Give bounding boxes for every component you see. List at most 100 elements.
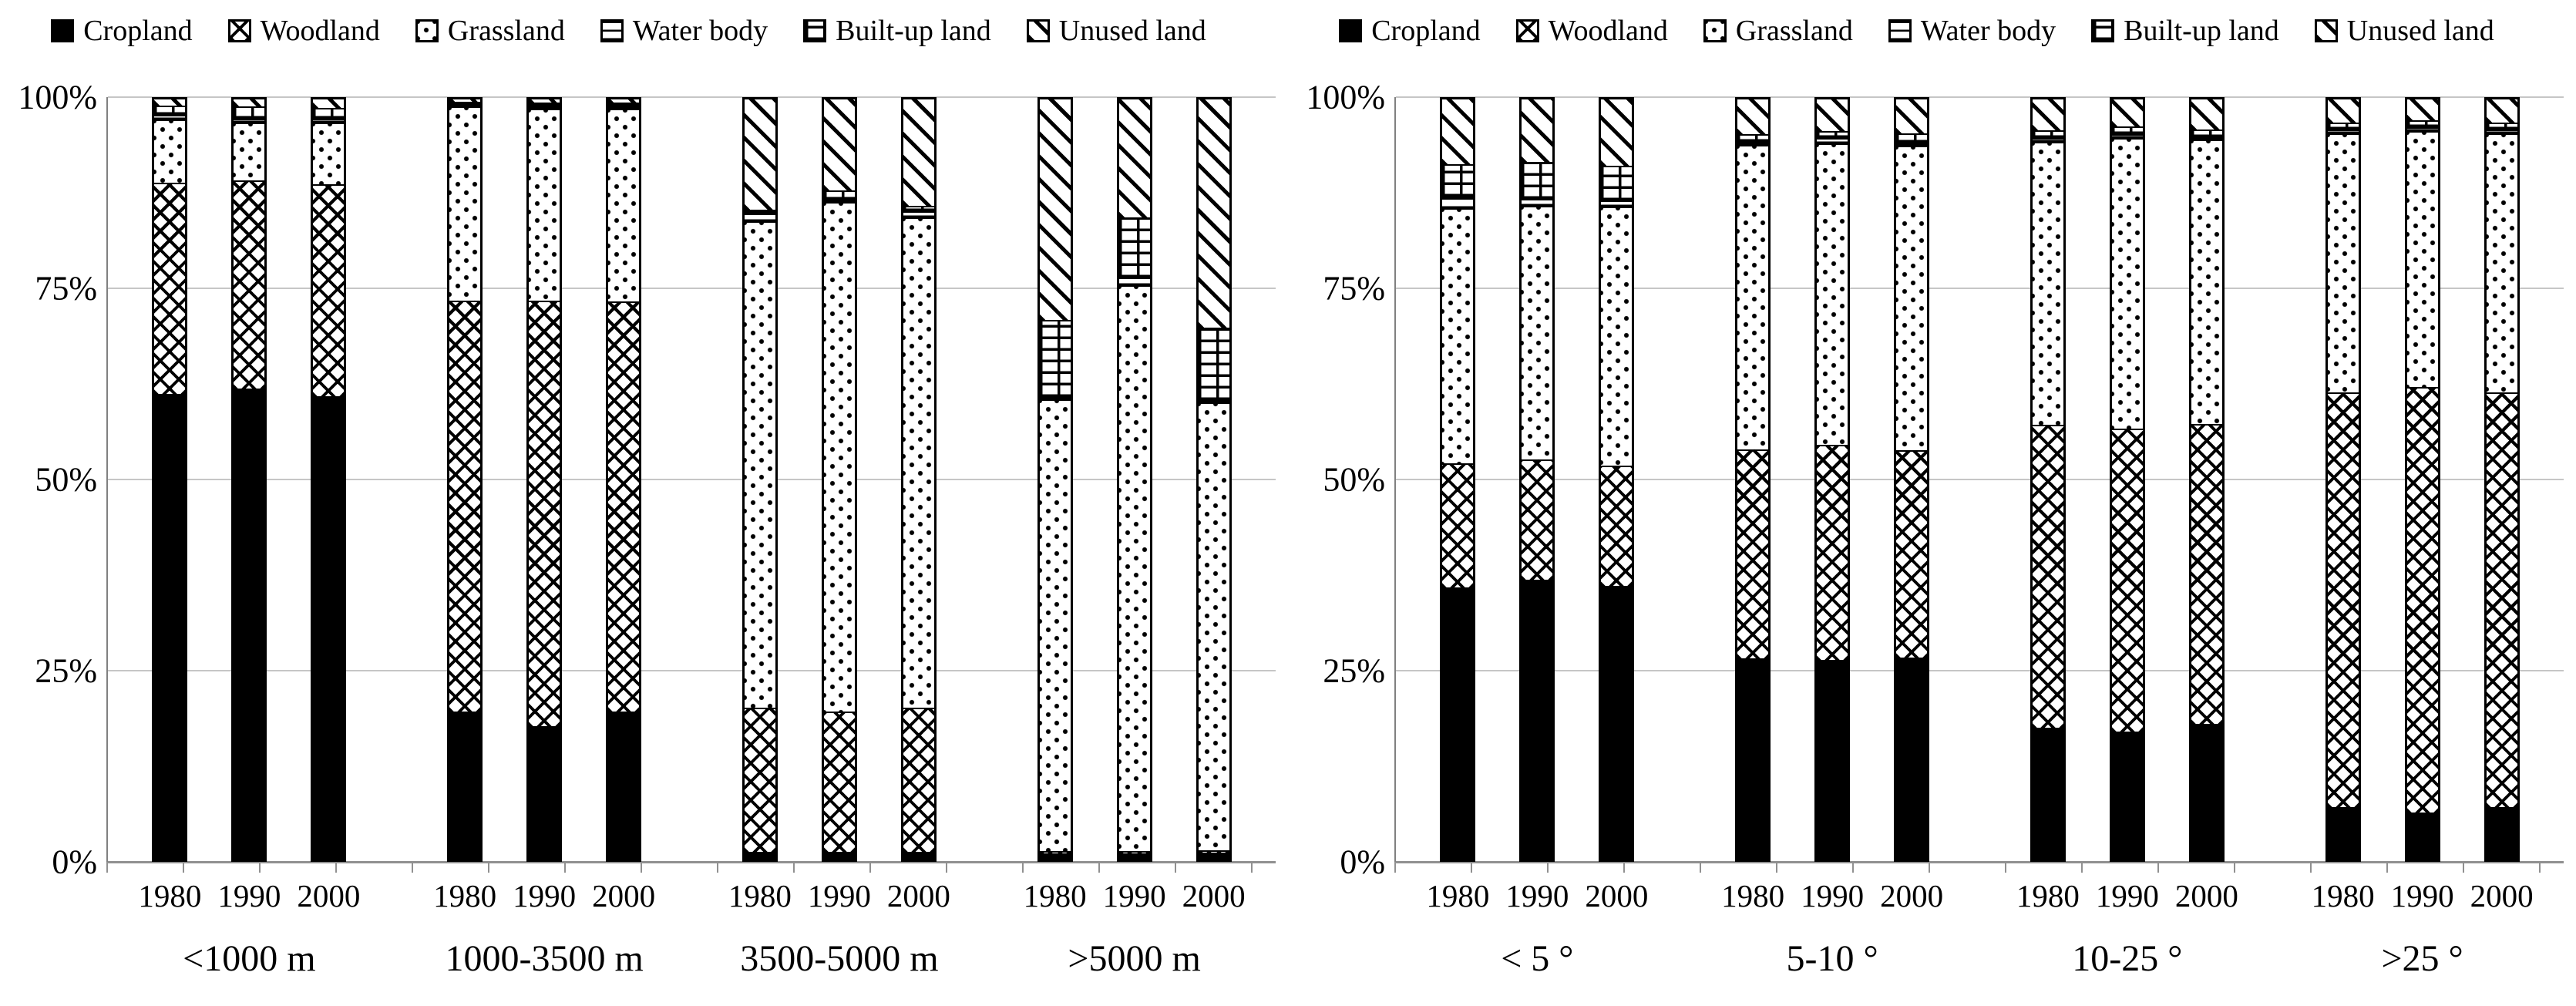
year-label: 1990 [513,878,577,913]
segment-cropland [449,711,481,860]
segment-water-body [449,103,481,106]
hlines-swatch-icon [1888,19,1912,42]
segment-grassland [1601,207,1633,466]
bar-slot: 1980 [138,97,201,912]
year-label: 1990 [2095,878,2159,913]
segment-grassland [2486,133,2517,392]
stacked-bar [1196,97,1232,862]
segment-unused-land [313,99,345,108]
segment-built-up-land [449,101,481,104]
stacked-bar [1116,97,1152,862]
segment-water-body [1039,396,1071,400]
segment-woodland [529,301,560,727]
segment-grassland [154,119,186,183]
segment-cropland [1737,658,1769,860]
segment-unused-land [1442,99,1474,164]
segment-woodland [2406,386,2438,813]
legend-label: Cropland [83,15,193,47]
segment-grassland [1442,207,1474,464]
segment-water-body [903,210,934,217]
segment-water-body [2191,137,2222,140]
segment-woodland [744,707,775,853]
segment-grassland [449,106,481,301]
segment-built-up-land [744,209,775,214]
bar-group: 1980 1990 2000 1000-3500 m [417,97,672,977]
segment-unused-land [2406,99,2438,120]
year-label: 2000 [2470,878,2534,913]
segment-woodland [1118,851,1150,854]
bar-slot: 2000 [887,97,950,912]
segment-cropland [154,393,186,860]
bar-group: 1980 1990 2000 5-10 ° [1705,97,1960,977]
stacked-bar [2109,97,2145,862]
segment-water-body [234,118,265,123]
hlines-swatch-icon [600,19,624,42]
category-label: 5-10 ° [1786,938,1878,979]
segment-unused-land [2191,99,2222,130]
segment-water-body [2032,138,2063,143]
segment-grassland [1737,145,1769,449]
segment-water-body [1442,197,1474,208]
stacked-bar [1814,97,1851,862]
year-label: 1990 [807,878,871,913]
segment-built-up-land [1442,163,1474,197]
segment-woodland [154,183,186,394]
bar-slot: 1990 [2096,97,2159,912]
segment-water-body [1737,142,1769,146]
y-tick-label: 25% [1323,651,1385,690]
bar-slot: 2000 [297,97,360,912]
segment-cropland [2191,724,2222,860]
legend-label: Unused land [2346,15,2494,47]
segment-cropland [2327,806,2359,860]
y-tick-label: 25% [35,651,97,690]
segment-built-up-land [313,107,345,119]
segment-unused-land [823,99,855,191]
segment-water-body [313,118,345,123]
segment-unused-land [154,99,186,106]
diag-swatch-icon [2314,19,2338,42]
segment-water-body [1896,143,1928,146]
category-label: >5000 m [1068,938,1201,979]
y-tick-label: 50% [35,460,97,499]
legend-label: Woodland [1548,15,1668,47]
segment-water-body [154,114,186,119]
stacked-bar [1037,97,1073,862]
segment-grassland [823,202,855,712]
segment-woodland [1442,463,1474,587]
year-label: 1980 [1023,878,1087,913]
legend-item-brick: Built-up land [2091,16,2279,45]
segment-cropland [2111,732,2143,860]
stacked-bar [1894,97,1930,862]
x-axis-tick-marks [106,862,1276,873]
stacked-bar [2484,97,2520,862]
bar-slot: 2000 [2470,97,2534,912]
category-label: 1000-3500 m [445,938,644,979]
segment-cropland [744,852,775,860]
bar-slot: 1990 [2391,97,2454,912]
segment-unused-land [2327,99,2359,123]
bar-slot: 1980 [728,97,792,912]
bar-slot: 1980 [1024,97,1087,912]
segment-unused-land [1118,99,1150,217]
segment-grassland [2327,133,2359,392]
segment-built-up-land [608,102,640,106]
segment-woodland [1817,444,1848,660]
legend-label: Water body [1920,15,2056,47]
brick-swatch-icon [2091,19,2115,42]
stacked-bar [606,97,642,862]
bar-slot: 1990 [808,97,871,912]
gridline-100 [1396,96,2564,98]
y-tick-label: 50% [1323,460,1385,499]
stacked-bar [2188,97,2225,862]
segment-built-up-land [1896,133,1928,143]
segment-grassland [1896,146,1928,450]
bar-slot: 1990 [217,97,281,912]
segment-built-up-land [529,102,560,106]
year-label: 2000 [297,878,361,913]
segment-cropland [234,388,265,860]
bar-slot: 2000 [592,97,655,912]
segment-built-up-land [1198,327,1229,401]
bar-slot: 1980 [1721,97,1784,912]
stacked-bar [2325,97,2361,862]
